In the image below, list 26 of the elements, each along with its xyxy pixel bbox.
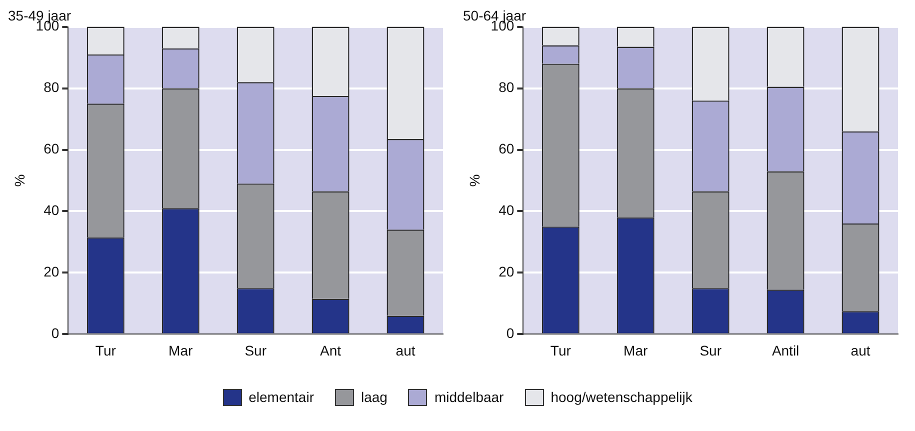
y-tick-label: 20: [498, 264, 514, 280]
x-tick-label: Mar: [624, 342, 648, 358]
y-tick-label: 40: [44, 202, 60, 218]
y-tick-label: 60: [44, 140, 60, 157]
x-tick-label: Antil: [772, 342, 800, 358]
legend-label: elementair: [248, 389, 314, 405]
x-tick-label: Mar: [168, 342, 193, 358]
x-tick-label: Sur: [700, 342, 722, 358]
x-tick-label: aut: [850, 342, 870, 358]
y-tick-label: 80: [44, 79, 60, 96]
y-tick-label: 60: [498, 140, 514, 157]
y-tick-label: 80: [498, 79, 514, 96]
y-tick-label: 0: [51, 325, 60, 342]
legend-label: laag: [360, 389, 388, 405]
x-tick-label: aut: [396, 342, 416, 358]
x-tick-label: Tur: [95, 342, 116, 358]
y-tick-label: 20: [44, 264, 60, 280]
y-axis-title: %: [466, 174, 482, 187]
y-tick-label: 40: [498, 202, 514, 218]
legend-label: hoog/wetenschappelijk: [550, 389, 692, 405]
y-axis-title: %: [11, 174, 28, 187]
x-tick-label: Tur: [550, 342, 572, 358]
x-tick-label: Sur: [244, 342, 267, 358]
y-tick-label: 0: [506, 325, 514, 342]
legend-label: middelbaar: [434, 389, 504, 405]
x-tick-label: Ant: [320, 342, 342, 358]
